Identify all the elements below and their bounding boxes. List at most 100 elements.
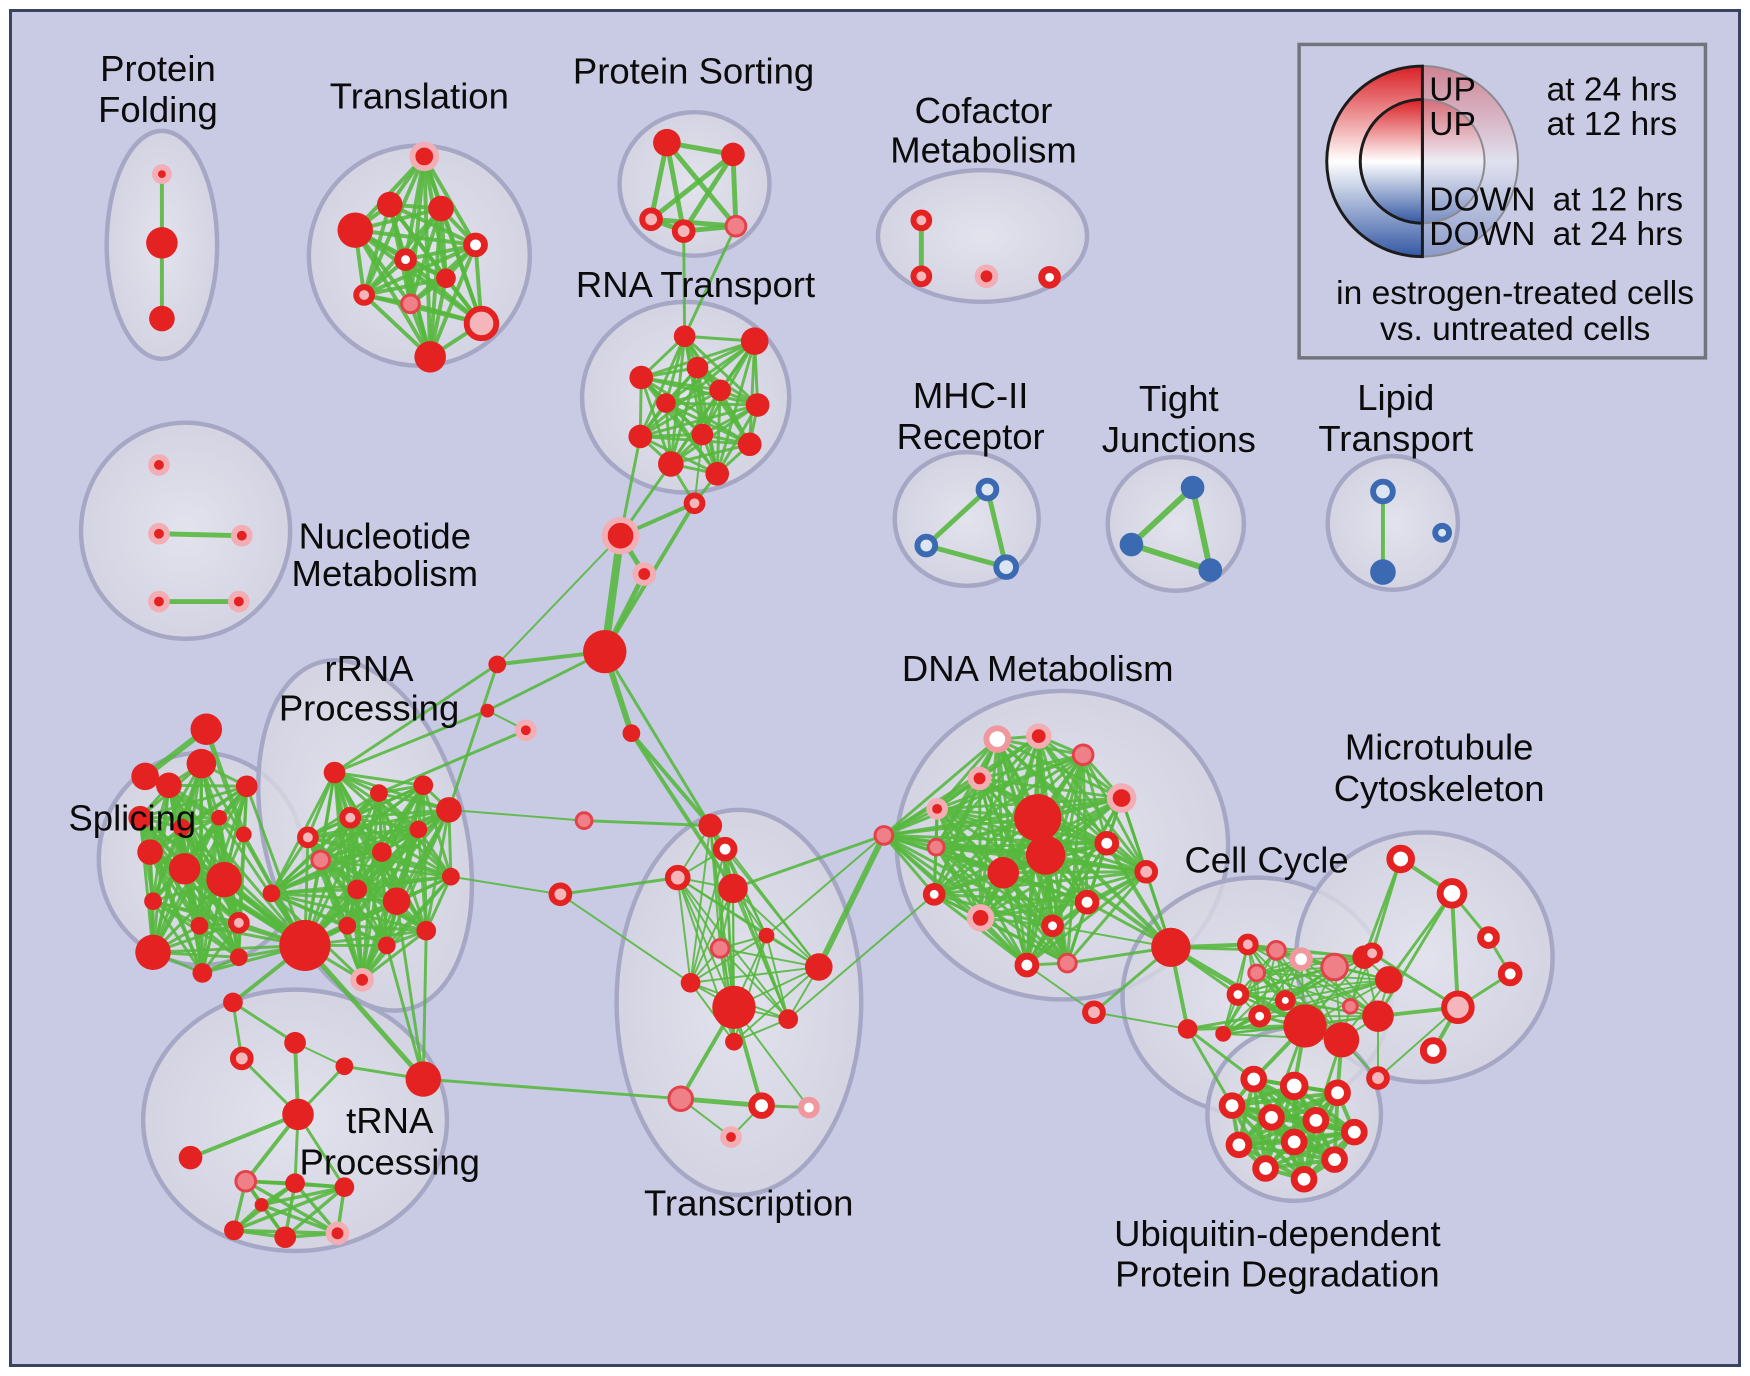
- edge: [638, 334, 687, 438]
- edge: [424, 808, 451, 933]
- gene-node-122: [720, 1126, 742, 1148]
- edge: [638, 388, 722, 438]
- edge: [496, 534, 622, 666]
- gene-node-70: [190, 916, 209, 935]
- edge: [765, 934, 790, 1021]
- gene-node-6: [428, 195, 454, 222]
- gene-node-85: [347, 879, 368, 900]
- gene-node-158: [1362, 1000, 1394, 1032]
- edge: [1128, 541, 1214, 574]
- gene-node-40: [488, 655, 507, 674]
- edge: [748, 339, 757, 446]
- gene-node-117: [778, 1009, 799, 1029]
- gene-node-41: [480, 703, 495, 718]
- gene-node-42: [515, 719, 537, 742]
- gene-node-148: [1289, 947, 1313, 971]
- gene-node-170: [1279, 1071, 1309, 1101]
- edge: [676, 876, 722, 950]
- cluster-label-lipid-transport-1: Transport: [1318, 418, 1473, 459]
- gene-node-83: [409, 820, 428, 839]
- gene-node-164: [1361, 942, 1383, 965]
- gene-node-100: [234, 1169, 258, 1193]
- gene-node-69: [144, 892, 162, 911]
- gene-node-140: [1056, 952, 1078, 974]
- edge: [203, 726, 247, 837]
- edge: [765, 834, 885, 937]
- edge: [979, 916, 1069, 965]
- gene-node-171: [1324, 1079, 1351, 1107]
- gene-node-120: [748, 1092, 775, 1119]
- gene-node-131: [987, 857, 1019, 889]
- gene-node-136: [966, 904, 995, 932]
- gene-node-172: [1218, 1092, 1246, 1119]
- gene-node-110: [718, 873, 748, 904]
- gene-node-35: [683, 492, 706, 515]
- gene-node-2: [149, 305, 175, 332]
- edge: [231, 1000, 297, 1045]
- gene-node-49: [1370, 478, 1396, 505]
- gene-node-156: [1283, 1004, 1327, 1048]
- gene-node-44: [914, 533, 939, 558]
- edge: [979, 870, 1148, 920]
- gene-node-90: [416, 920, 437, 941]
- gene-node-13: [414, 341, 446, 373]
- gene-node-18: [724, 214, 748, 238]
- edge: [682, 229, 687, 338]
- gene-node-159: [1215, 1026, 1232, 1042]
- cluster-label-nucleotide-metabolism-0: Nucleotide: [299, 516, 471, 557]
- cluster-ellipse-tight-junctions: [1105, 454, 1247, 593]
- gene-node-61: [186, 748, 217, 779]
- gene-node-160: [1366, 1066, 1390, 1090]
- legend-down-24-dir: DOWN: [1429, 216, 1535, 253]
- gene-node-55: [148, 590, 170, 613]
- gene-node-1: [146, 227, 178, 259]
- edge: [1001, 796, 1124, 875]
- edge: [932, 841, 1109, 896]
- gene-node-26: [629, 365, 654, 390]
- legend-circle-half: [1358, 97, 1424, 225]
- cluster-label-protein-folding-0: Protein: [100, 48, 216, 89]
- edge: [731, 833, 886, 890]
- gene-node-66: [137, 839, 163, 865]
- gene-node-107: [698, 813, 723, 838]
- cluster-label-cofactor-metabolism-1: Metabolism: [890, 129, 1076, 170]
- edge: [348, 783, 425, 820]
- edge: [923, 487, 990, 548]
- gene-node-65: [211, 809, 228, 826]
- edge: [1387, 891, 1454, 982]
- edge: [1255, 971, 1390, 981]
- gene-node-5: [376, 191, 403, 218]
- gene-node-4: [337, 212, 373, 248]
- gene-node-17: [671, 219, 696, 243]
- edge: [345, 924, 428, 933]
- gene-node-130: [1025, 835, 1066, 875]
- legend-down-12-dir: DOWN: [1429, 182, 1535, 219]
- gene-node-80: [339, 806, 362, 829]
- edge: [639, 376, 752, 446]
- edge: [638, 339, 757, 438]
- cluster-label-protein-folding-1: Folding: [98, 89, 218, 130]
- gene-node-146: [1236, 933, 1259, 956]
- edge: [355, 808, 451, 891]
- gene-node-25: [686, 356, 709, 379]
- gene-node-102: [334, 1177, 355, 1197]
- gene-node-127: [967, 766, 992, 791]
- edge: [669, 403, 760, 466]
- edge: [183, 867, 241, 959]
- edge: [978, 776, 1148, 874]
- gene-node-97: [335, 1057, 354, 1076]
- gene-node-23: [673, 325, 696, 348]
- gene-node-29: [656, 393, 676, 413]
- edge: [424, 875, 453, 933]
- gene-node-84: [436, 797, 462, 823]
- edge: [360, 929, 428, 982]
- edge: [979, 841, 1109, 920]
- edge: [319, 808, 451, 862]
- gene-node-82: [371, 842, 392, 862]
- gene-node-79: [297, 826, 319, 849]
- cluster-label-tight-junctions-1: Junctions: [1102, 419, 1256, 460]
- edge: [1104, 841, 1173, 950]
- gene-node-113: [709, 938, 731, 959]
- edge: [683, 224, 738, 338]
